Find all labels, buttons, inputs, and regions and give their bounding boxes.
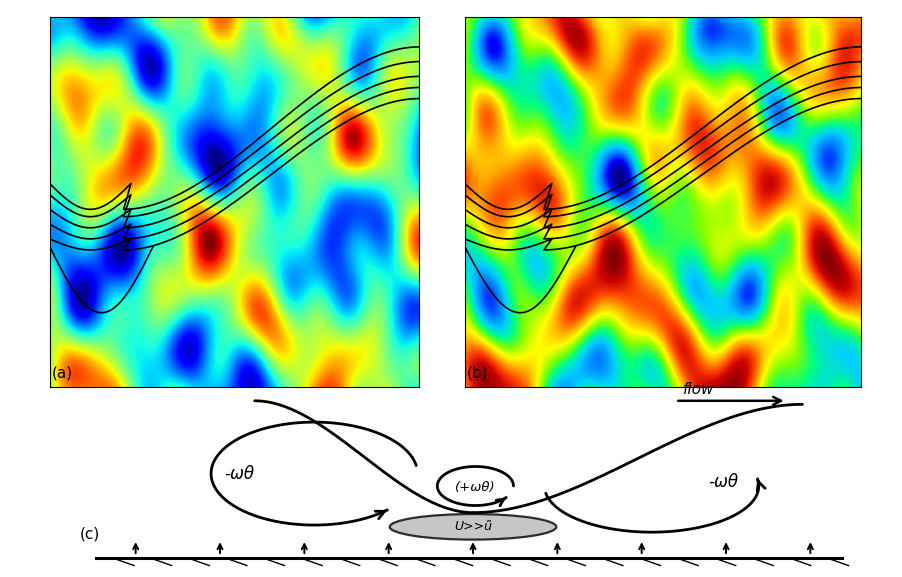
Text: flow: flow	[684, 381, 715, 396]
Text: -ωθ: -ωθ	[708, 474, 738, 492]
Ellipse shape	[390, 514, 557, 539]
Text: (b): (b)	[466, 366, 488, 381]
Text: (+ωθ): (+ωθ)	[456, 481, 496, 494]
Text: U>>ũ: U>>ũ	[454, 520, 492, 533]
Text: -ωθ: -ωθ	[224, 464, 253, 482]
Text: (c): (c)	[80, 526, 100, 541]
Text: (a): (a)	[51, 366, 72, 381]
